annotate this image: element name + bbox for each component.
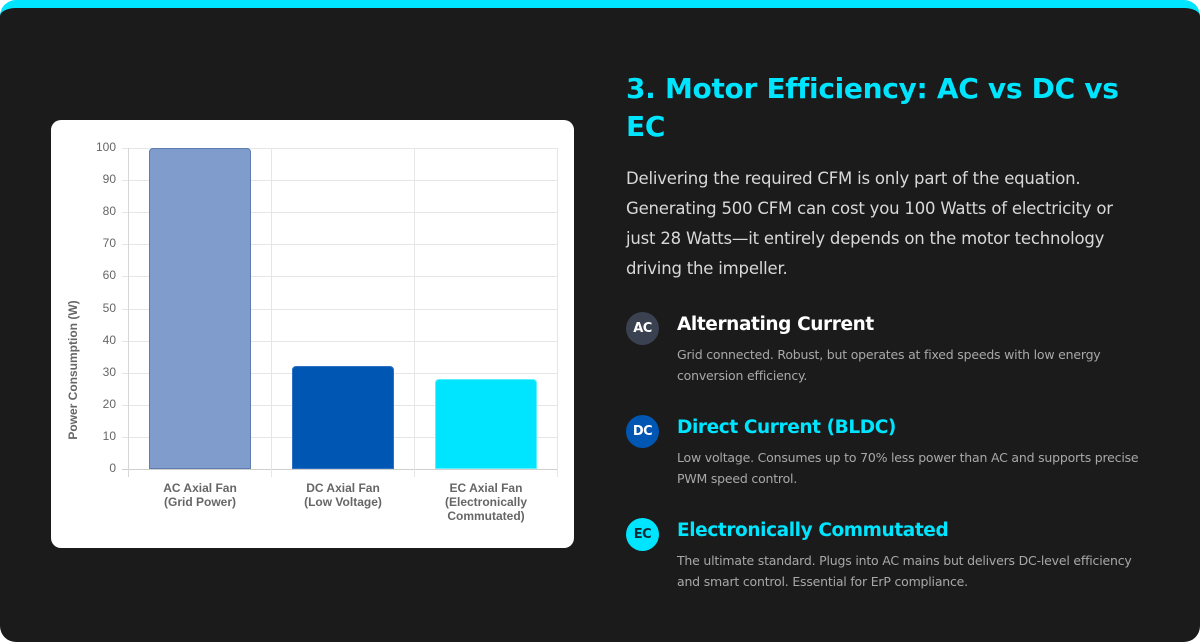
content-column: 3. Motor Efficiency: AC vs DC vs EC Deli… [626,70,1146,284]
x-tick-label-line: DC Axial Fan [306,481,380,495]
bar-ec [435,379,537,469]
ac-badge-icon: AC [626,312,659,345]
y-tick-label: 40 [102,333,116,347]
x-tick-label-line: (Electronically [444,495,528,509]
gridline-h [122,148,557,149]
gridline-v [128,148,129,477]
gridline-h [122,309,557,310]
motor-title-ec: Electronically Commutated [677,520,949,541]
bar-dc [292,366,394,469]
x-tick-label-line: EC Axial Fan [449,481,523,495]
x-tick-label: DC Axial Fan (Low Voltage) [278,481,408,509]
gridline-h [122,212,557,213]
gridline-h [122,341,557,342]
power-consumption-bar-chart: Power Consumption (W) 0 10 20 30 40 50 60 70 80 9… [51,120,574,548]
motor-desc-ec: The ultimate standard. Plugs into AC mai… [677,553,1132,589]
y-tick-label: 30 [102,365,116,379]
motor-title-ac: Alternating Current [677,314,874,335]
y-tick-label: 80 [102,204,116,218]
gridline-h [122,469,557,470]
x-tick-label-line: AC Axial Fan [163,481,237,495]
gridline-v [271,148,272,477]
section-title: 3. Motor Efficiency: AC vs DC vs EC [626,72,1119,143]
chart-card: Power Consumption (W) 0 10 20 30 40 50 60 70 80 9… [51,120,574,548]
y-tick-label: 60 [102,268,116,282]
gridline-h [122,244,557,245]
x-tick-label-line: Commutated) [447,509,525,523]
motor-title-dc: Direct Current (BLDC) [677,417,896,438]
gridline-v [557,148,558,477]
y-tick-label: 100 [95,140,116,154]
y-tick-label: 90 [102,172,116,186]
x-tick-label-line: (Grid Power) [163,495,236,509]
ec-badge-icon: EC [626,518,659,551]
gridline-v [414,148,415,477]
gridline-h [122,276,557,277]
gridline-h [122,180,557,181]
x-tick-label-line: (Low Voltage) [304,495,382,509]
x-tick-label: AC Axial Fan (Grid Power) [135,481,265,509]
bar-ac [149,148,251,469]
y-tick-label: 10 [102,429,116,443]
y-tick-label: 50 [102,301,116,315]
y-tick-label: 20 [102,397,116,411]
y-tick-label: 0 [109,461,116,475]
motor-desc-dc: Low voltage. Consumes up to 70% less pow… [677,450,1139,486]
motor-desc-ac: Grid connected. Robust, but operates at … [677,347,1101,383]
y-tick-label: 70 [102,236,116,250]
dc-badge-icon: DC [626,415,659,448]
section-intro: Delivering the required CFM is only part… [626,169,1113,278]
x-tick-label: EC Axial Fan (Electronically Commutated) [421,481,551,523]
